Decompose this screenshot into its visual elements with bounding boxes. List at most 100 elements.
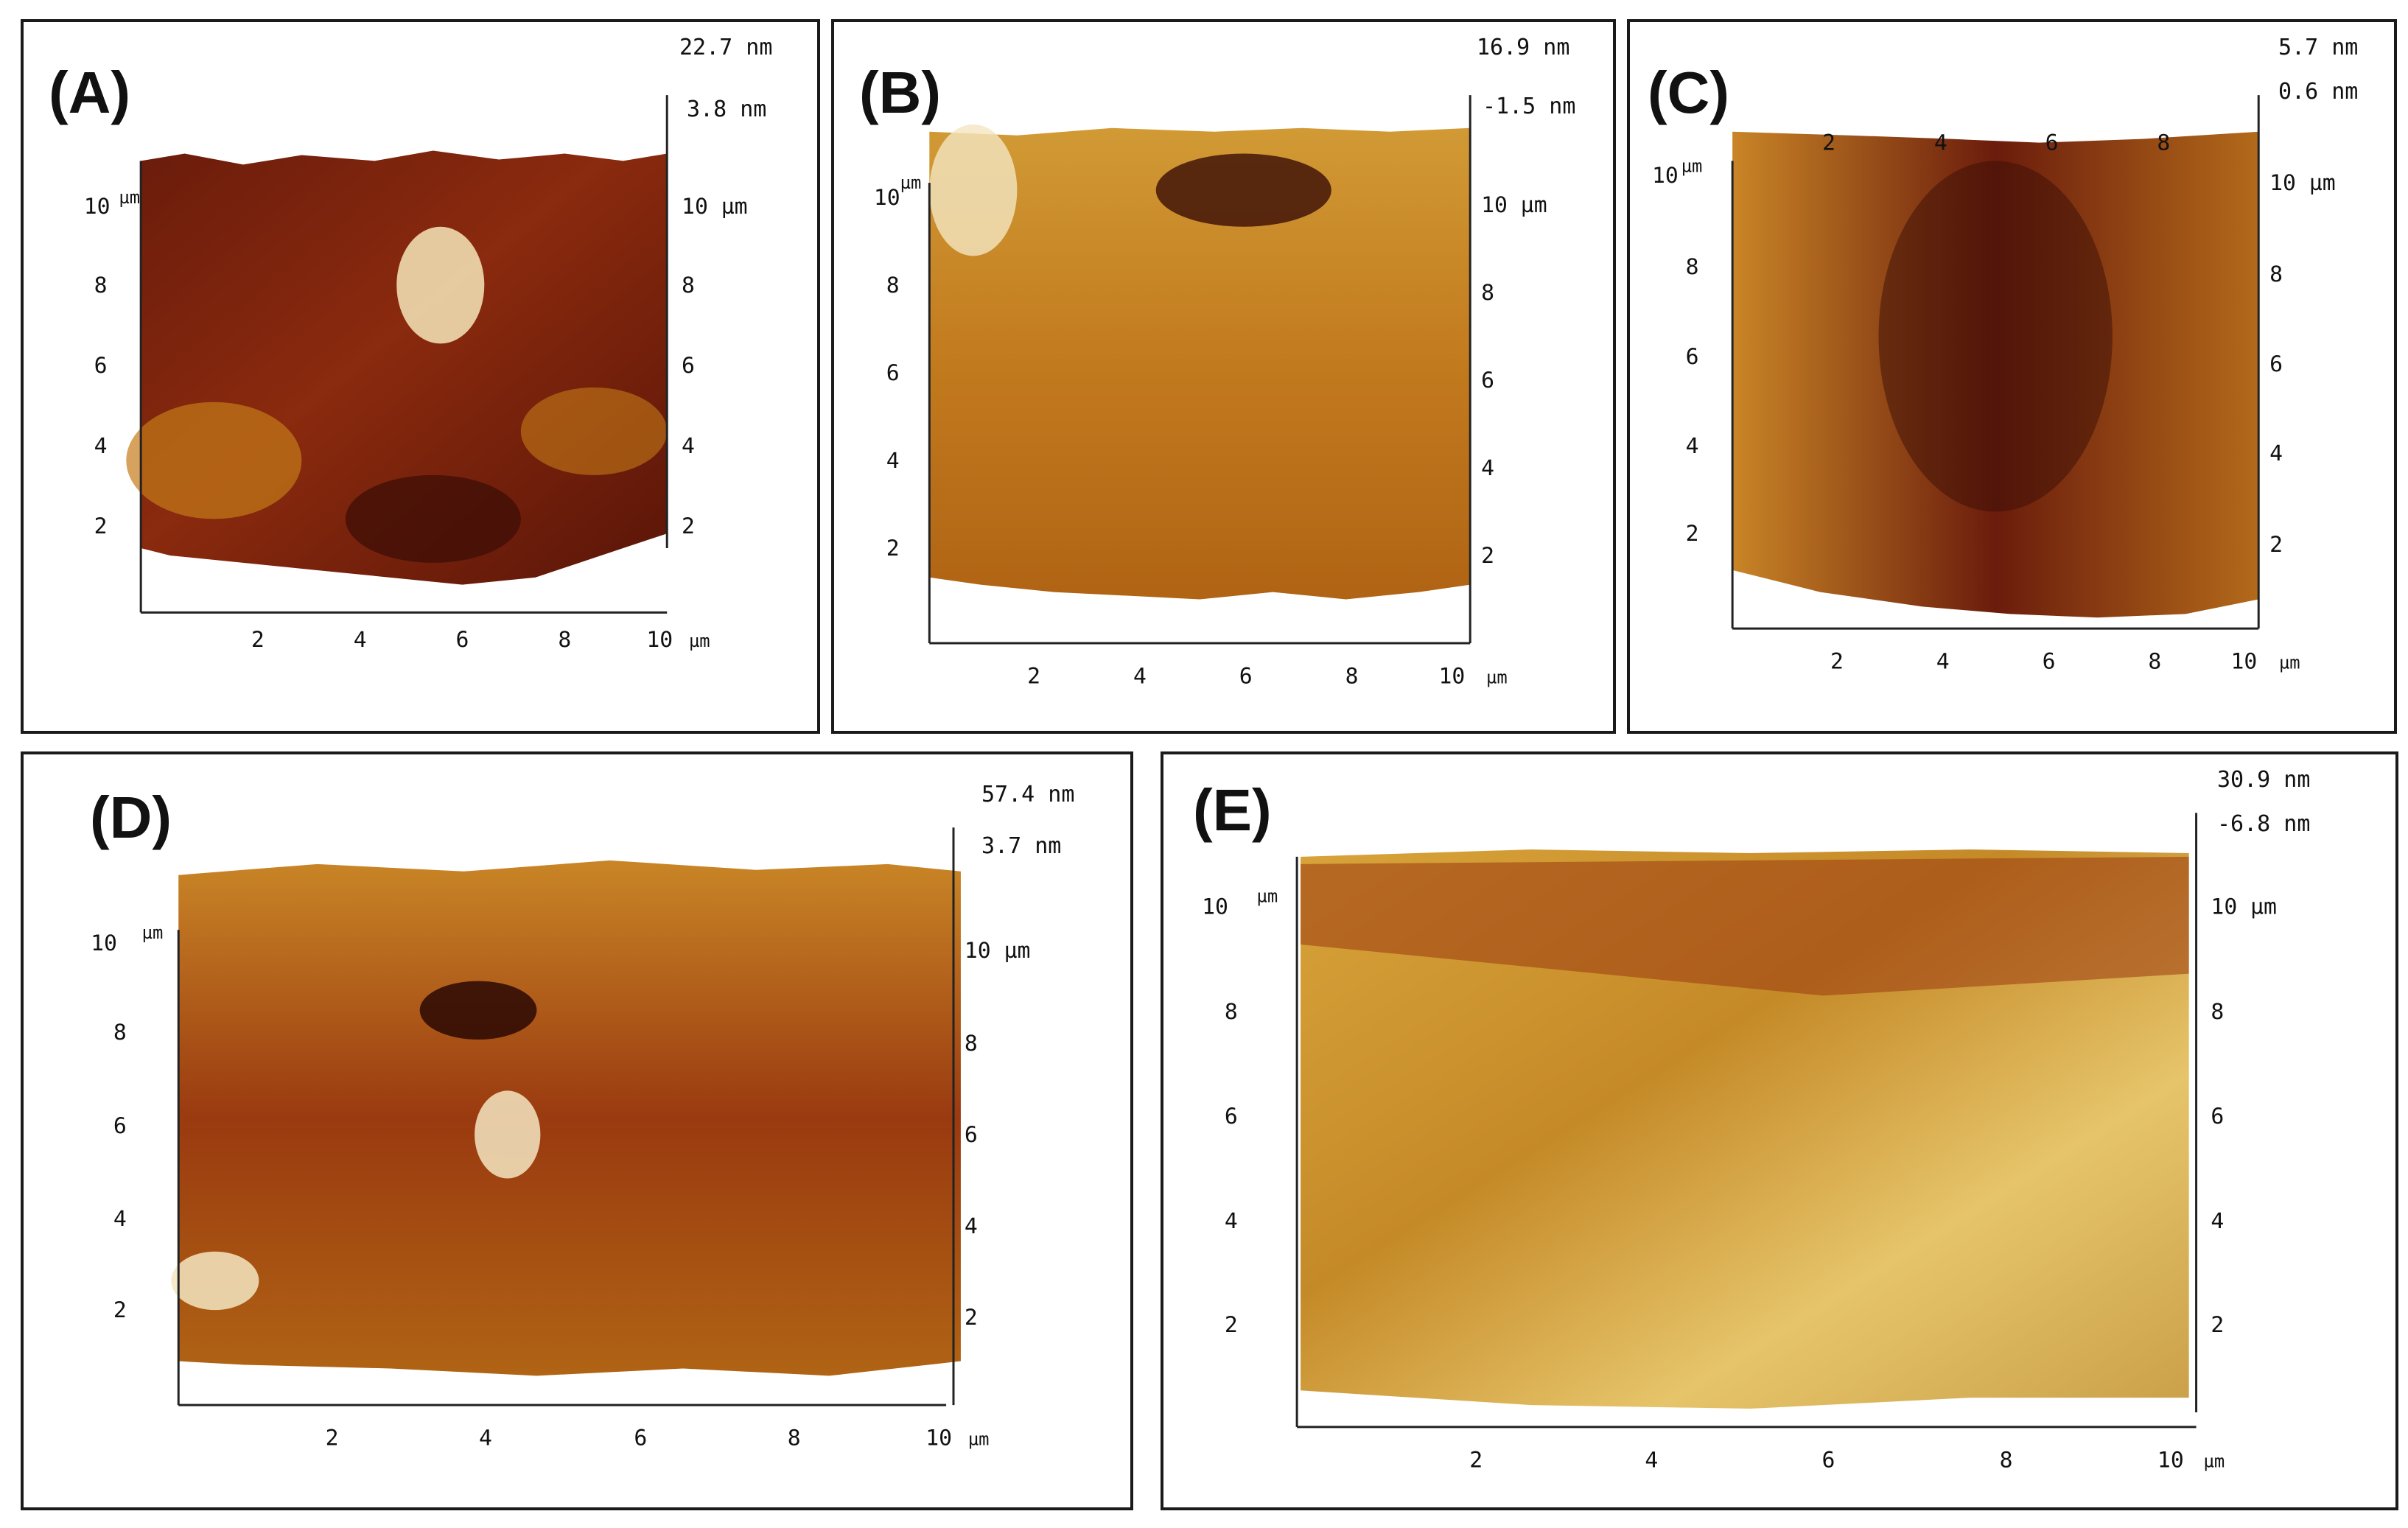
y-tick: 8	[886, 273, 900, 298]
y-tick: 4	[1225, 1208, 1238, 1234]
x-unit: µm	[2279, 653, 2300, 673]
panel-label: (C)	[1648, 60, 1730, 125]
z-tick: 8	[2211, 999, 2224, 1025]
y-unit: µm	[142, 922, 164, 943]
afm-plot-d: 2 4 6 8 10 µm 2 4 6 8 10 µm 2 4 6 8 10 µ…	[91, 827, 1031, 1451]
surface-a-gold-patch	[126, 402, 302, 519]
x-tick: 6	[2043, 649, 2056, 675]
z-tick: 8	[2269, 262, 2283, 287]
x-tick: 4	[1645, 1447, 1658, 1473]
z-max-label: 30.9 nm	[2217, 767, 2311, 793]
x-tick: 4	[354, 627, 367, 653]
panel-b: 2 4 6 8 10 µm 2 4 6 8 10 µm 2 4 6 8 10 µ…	[831, 19, 1616, 734]
surface-e	[1301, 849, 2189, 1409]
panel-e: 2 4 6 8 10 µm 2 4 6 8 10 µm 2 4 6 8 10 µ…	[1161, 751, 2398, 1510]
y-tick-end: 10	[91, 931, 117, 956]
z-tick: 4	[2211, 1208, 2224, 1234]
x-tick: 4	[1936, 649, 1950, 675]
x-tick: 8	[558, 627, 571, 653]
z-min-label: -6.8 nm	[2217, 811, 2311, 837]
afm-plot-b: 2 4 6 8 10 µm 2 4 6 8 10 µm 2 4 6 8 10 µ…	[874, 95, 1547, 690]
z-tick: 8	[965, 1031, 978, 1056]
x-tick: 4	[479, 1426, 492, 1451]
top-tick: 6	[2045, 130, 2059, 156]
panel-label: (B)	[859, 60, 942, 125]
z-tick: 4	[2269, 441, 2283, 466]
y-unit: µm	[1257, 886, 1278, 906]
z-max-label: 22.7 nm	[679, 35, 773, 60]
surface-d	[178, 860, 961, 1376]
y-tick: 2	[886, 536, 900, 561]
z-tick: 8	[1481, 280, 1494, 306]
z-min-label: 3.7 nm	[981, 833, 1062, 859]
x-tick-end: 10	[1439, 664, 1466, 690]
surface-c-dark-patch	[1878, 161, 2113, 512]
x-tick: 8	[788, 1426, 801, 1451]
surface-d-highlight	[475, 1090, 541, 1179]
y-tick: 8	[94, 273, 108, 298]
x-tick: 6	[1239, 664, 1253, 690]
z-tick-end: 10 µm	[965, 938, 1031, 964]
z-tick: 6	[682, 353, 695, 379]
y-tick: 6	[113, 1113, 127, 1139]
x-tick: 8	[2148, 649, 2161, 675]
z-tick: 6	[1481, 368, 1494, 393]
panel-label: (A)	[49, 60, 131, 125]
y-tick: 4	[886, 448, 900, 474]
afm-plot-e: 2 4 6 8 10 µm 2 4 6 8 10 µm 2 4 6 8 10 µ…	[1202, 813, 2277, 1473]
x-tick: 8	[2000, 1447, 2013, 1473]
x-unit: µm	[968, 1429, 990, 1450]
y-tick: 2	[1686, 521, 1699, 547]
surface-b-dark-patch	[1155, 153, 1331, 227]
x-tick: 6	[1822, 1447, 1835, 1473]
x-unit: µm	[689, 631, 710, 651]
x-tick: 2	[251, 627, 265, 653]
z-tick: 6	[965, 1122, 978, 1148]
y-tick-end: 10	[1652, 163, 1679, 189]
z-min-label: 0.6 nm	[2278, 79, 2359, 105]
z-tick: 2	[2269, 532, 2283, 558]
z-tick: 2	[965, 1305, 978, 1331]
y-tick: 4	[94, 433, 108, 459]
z-tick: 6	[2211, 1104, 2224, 1129]
x-tick-end: 10	[2157, 1447, 2184, 1473]
z-max-label: 57.4 nm	[981, 782, 1075, 807]
surface-b-highlight	[929, 124, 1018, 256]
y-tick-end: 10	[1202, 894, 1228, 919]
y-tick-end: 10	[84, 194, 111, 220]
z-tick-end: 10 µm	[2269, 170, 2336, 196]
y-tick-end: 10	[874, 185, 900, 211]
surface-a-gold-patch-2	[520, 387, 668, 475]
panel-label: (E)	[1193, 777, 1272, 843]
panel-c: 2 4 6 8 10 µm 2 4 6 8 10 µm 2 4 6 8 10 µ…	[1627, 19, 2397, 734]
top-tick: 4	[1934, 130, 1947, 156]
x-unit: µm	[2203, 1451, 2225, 1471]
z-max-label: 16.9 nm	[1477, 35, 1570, 60]
z-tick: 2	[2211, 1312, 2224, 1338]
x-tick: 2	[1469, 1447, 1483, 1473]
y-tick: 8	[1225, 999, 1238, 1025]
surface-a-dark-patch	[345, 474, 521, 563]
y-unit: µm	[1681, 155, 1703, 176]
z-tick: 2	[682, 514, 695, 539]
y-tick: 6	[886, 360, 900, 386]
panel-label: (D)	[90, 785, 172, 850]
y-tick: 6	[1225, 1104, 1238, 1129]
surface-b	[929, 127, 1471, 600]
z-tick: 2	[1481, 543, 1494, 569]
y-tick: 8	[1686, 254, 1699, 280]
z-min-label: -1.5 nm	[1483, 94, 1576, 119]
z-tick-end: 10 µm	[682, 194, 748, 220]
x-unit: µm	[1486, 667, 1508, 688]
surface-d-highlight-2	[171, 1251, 259, 1311]
x-tick-end: 10	[646, 627, 673, 653]
x-tick: 2	[1830, 649, 1844, 675]
panel-a: 2 4 6 8 10 µm 2 4 6 8 10 µm 2 4 6 8 10 µ…	[21, 19, 820, 734]
x-tick: 2	[326, 1426, 339, 1451]
z-tick: 8	[682, 273, 695, 298]
y-tick: 4	[1686, 433, 1699, 459]
z-tick-end: 10 µm	[1481, 192, 1547, 218]
y-tick: 2	[94, 514, 108, 539]
z-min-label: 3.8 nm	[687, 97, 767, 122]
surface-d-dark-patch	[419, 981, 537, 1040]
